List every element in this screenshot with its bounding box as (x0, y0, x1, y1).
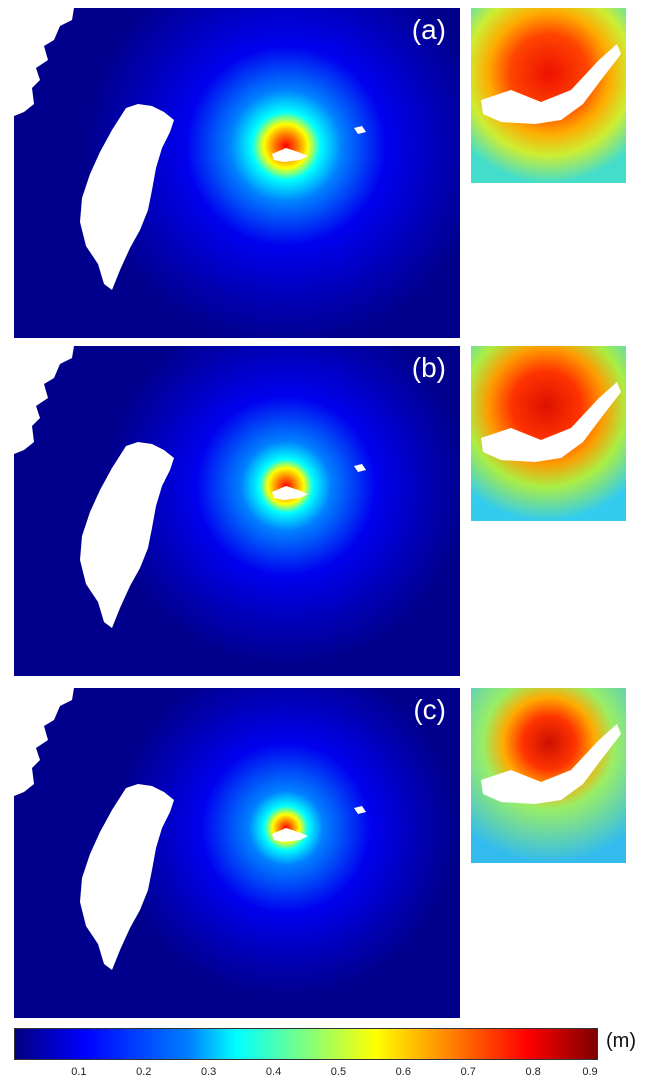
colorbar-tick-label: 0.7 (460, 1066, 476, 1078)
ryukyu-island (272, 828, 308, 842)
inset-zoom-a (471, 8, 626, 183)
inset-island (481, 724, 621, 804)
wave-field (14, 688, 460, 1018)
wave-field (14, 346, 460, 676)
wave-height-map-c (14, 688, 460, 1018)
ryukyu-island (272, 486, 308, 500)
wave-field (14, 8, 460, 338)
colorbar-tick-label: 0.8 (525, 1066, 541, 1078)
small-island (354, 464, 366, 472)
panel-label: (b) (411, 352, 446, 383)
mainland-coast (14, 346, 74, 454)
inset-field (471, 346, 626, 521)
inset-map-a (471, 8, 626, 183)
colorbar-tick-label: 0.5 (330, 1066, 347, 1078)
inset-map-b (471, 346, 626, 521)
colorbar-tick-label: 0.6 (395, 1066, 411, 1078)
map-panel-a: (a) (14, 8, 460, 338)
inset-field (471, 688, 626, 863)
wave-height-map-a (14, 8, 460, 338)
map-panel-c: (c) (14, 688, 460, 1018)
inset-map-c (471, 688, 626, 863)
colorbar-tick-label: 0.1 (71, 1066, 87, 1078)
colorbar-unit-label: (m) (606, 1030, 636, 1052)
mainland-coast (14, 688, 74, 796)
wave-height-map-b (14, 346, 460, 676)
colorbar-tick-label: 0.2 (136, 1066, 152, 1078)
taiwan-island (80, 784, 174, 970)
inset-island (481, 44, 621, 124)
small-island (354, 806, 366, 814)
taiwan-island (80, 442, 174, 628)
taiwan-island (80, 104, 174, 290)
panel-label: (a) (411, 14, 446, 45)
colorbar-tick-label: 0.3 (201, 1066, 217, 1078)
map-panel-b: (b) (14, 346, 460, 676)
colorbar-tick-label: 0.4 (265, 1066, 282, 1078)
small-island (354, 126, 366, 134)
inset-island (481, 382, 621, 462)
ryukyu-island (272, 148, 308, 162)
inset-zoom-b (471, 346, 626, 521)
colorbar-tick-label: 0.9 (582, 1066, 598, 1078)
panel-label: (c) (413, 694, 446, 725)
colorbar-ticks: 0.1 0.2 0.3 0.4 0.5 0.6 0.7 0.8 0.9 (14, 1066, 598, 1082)
colorbar (14, 1028, 598, 1060)
inset-zoom-c (471, 688, 626, 863)
mainland-coast (14, 8, 74, 116)
inset-field (471, 8, 626, 183)
